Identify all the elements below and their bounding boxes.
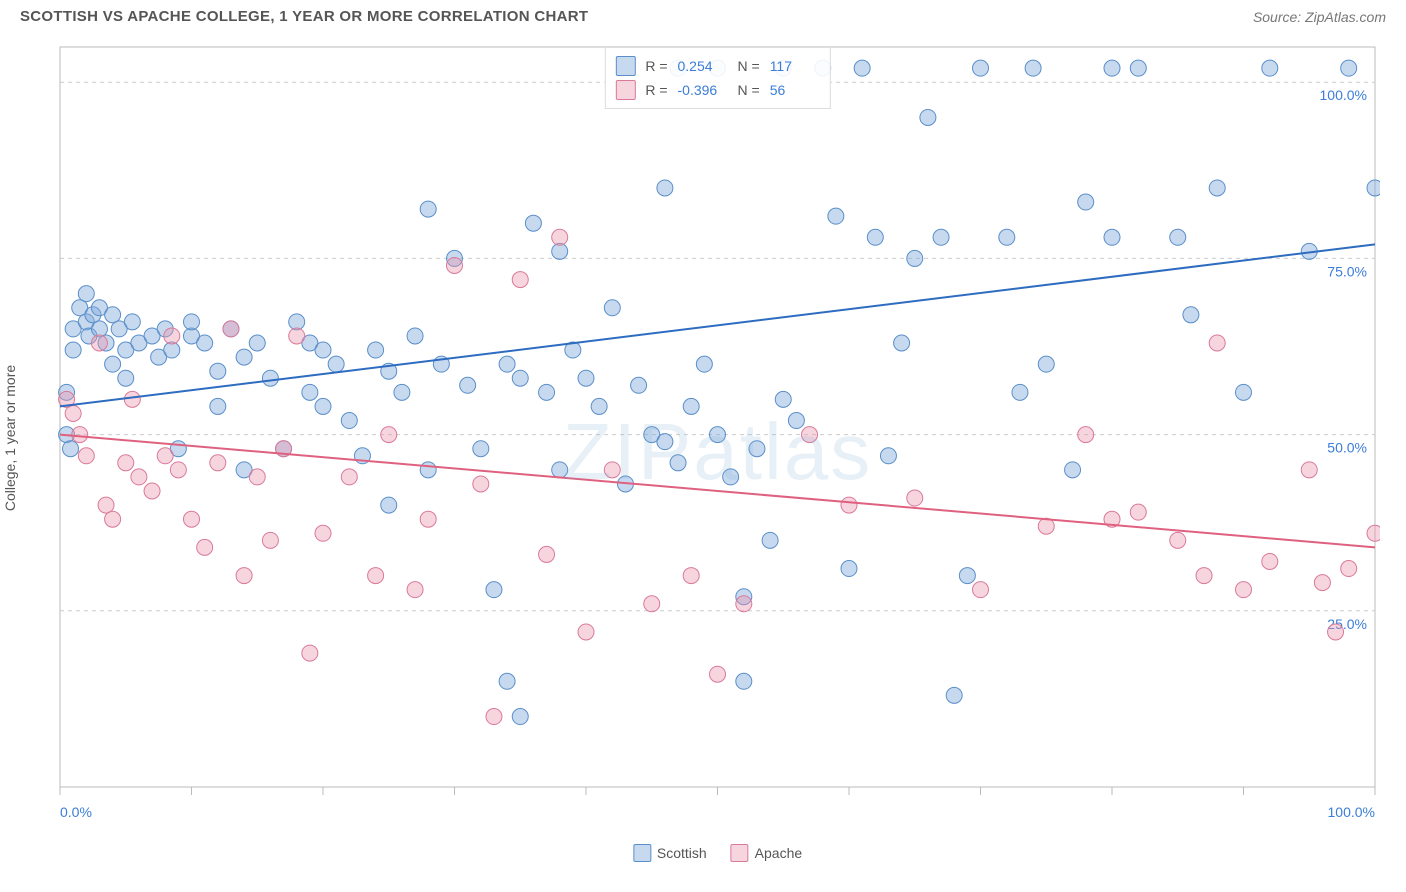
n-value-apache: 56	[770, 82, 820, 98]
apache-swatch	[615, 80, 635, 100]
svg-text:100.0%: 100.0%	[1328, 804, 1375, 820]
r-label: R =	[645, 82, 667, 98]
chart-source: Source: ZipAtlas.com	[1253, 9, 1386, 25]
r-value-scottish: 0.254	[678, 58, 728, 74]
n-label: N =	[738, 82, 760, 98]
r-value-apache: -0.396	[678, 82, 728, 98]
correlation-row-apache: R = -0.396 N = 56	[615, 78, 819, 102]
svg-text:100.0%: 100.0%	[1320, 87, 1367, 103]
legend-swatch	[633, 844, 651, 862]
bottom-legend: Scottish Apache	[633, 844, 802, 862]
y-axis-label: College, 1 year or more	[2, 365, 18, 511]
legend-label: Scottish	[657, 845, 707, 861]
legend-item: Scottish	[633, 844, 707, 862]
svg-text:50.0%: 50.0%	[1327, 440, 1367, 456]
svg-text:75.0%: 75.0%	[1327, 263, 1367, 279]
legend-item: Apache	[731, 844, 802, 862]
chart-title: SCOTTISH VS APACHE COLLEGE, 1 YEAR OR MO…	[20, 8, 588, 25]
r-label: R =	[645, 58, 667, 74]
correlation-row-scottish: R = 0.254 N = 117	[615, 54, 819, 78]
scottish-swatch	[615, 56, 635, 76]
chart-header: SCOTTISH VS APACHE COLLEGE, 1 YEAR OR MO…	[0, 0, 1406, 33]
svg-text:0.0%: 0.0%	[60, 804, 92, 820]
n-value-scottish: 117	[770, 58, 820, 74]
legend-label: Apache	[755, 845, 802, 861]
legend-swatch	[731, 844, 749, 862]
n-label: N =	[738, 58, 760, 74]
correlation-legend: R = 0.254 N = 117 R = -0.396 N = 56	[604, 47, 830, 109]
chart-container: 25.0%50.0%75.0%100.0%0.0%100.0% ZIPatlas…	[55, 42, 1380, 862]
scatter-chart: 25.0%50.0%75.0%100.0%0.0%100.0%	[55, 42, 1380, 832]
